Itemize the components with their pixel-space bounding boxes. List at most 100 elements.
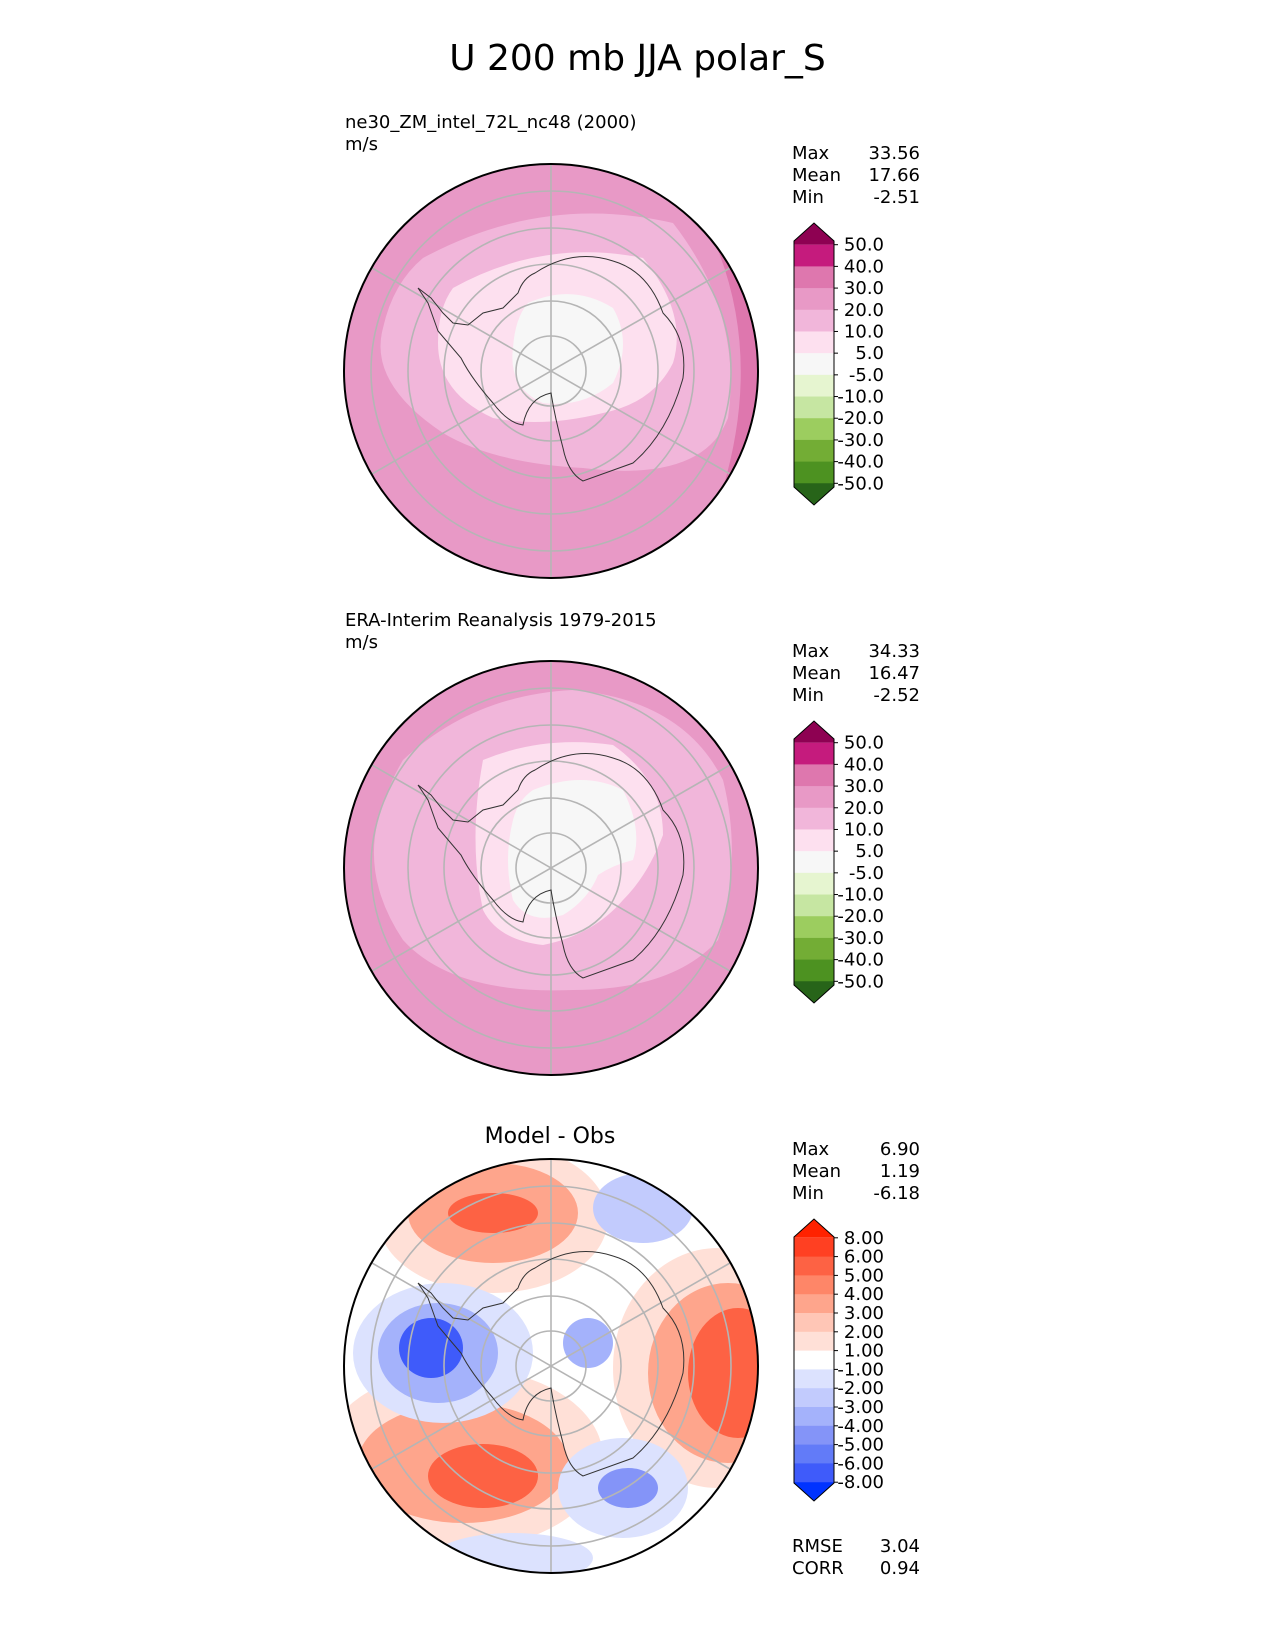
panel3-max-value: 6.90 bbox=[879, 1139, 920, 1160]
panel2-colorbar-tick-label: -30.0 bbox=[837, 928, 884, 949]
panel3-colorbar-segment bbox=[794, 1313, 834, 1333]
panel1-colorbar-segment bbox=[794, 353, 834, 376]
panel3-anom-pos-lower-left-core bbox=[428, 1444, 538, 1508]
panel2-units: m/s bbox=[345, 632, 378, 653]
panel1-colorbar-segment bbox=[794, 266, 834, 289]
panel3-colorbar-tick-label: 6.00 bbox=[844, 1247, 884, 1268]
panel1-colorbar-segment bbox=[794, 374, 834, 398]
panel2-colorbar: 50.040.030.020.010.05.0-5.0-10.0-20.0-30… bbox=[793, 720, 884, 1004]
panel3-rmse-label: RMSE bbox=[792, 1536, 843, 1557]
panel1-map bbox=[343, 163, 759, 579]
panel3-colorbar-segment bbox=[794, 1237, 834, 1258]
panel3-colorbar-segment bbox=[794, 1256, 834, 1276]
panel3-min-label: Min bbox=[792, 1183, 824, 1204]
panel1-colorbar-tick-label: -30.0 bbox=[837, 430, 884, 451]
panel3-rmse-value: 3.04 bbox=[879, 1536, 920, 1557]
panel3-colorbar-segment bbox=[794, 1388, 834, 1408]
panel1-colorbar-segment bbox=[794, 461, 834, 484]
panel3-anom-neg-center bbox=[563, 1318, 613, 1368]
panel2-antarctica-coastline bbox=[417, 753, 685, 979]
panel3-anom-neg-lower-right-core bbox=[598, 1468, 658, 1508]
panel2-colorbar-segment bbox=[794, 742, 834, 765]
panel3-colorbar-tick-label: -2.00 bbox=[837, 1378, 884, 1399]
panel3-anom-pos-right-core bbox=[688, 1308, 758, 1438]
panel3-colorbar-segment bbox=[794, 1407, 834, 1427]
panel2-field-minus5-5 bbox=[508, 780, 637, 918]
panel3-colorbar-outline bbox=[793, 1218, 835, 1502]
panel2-colorbar-segment bbox=[794, 786, 834, 809]
panel2-colorbar-segment bbox=[794, 894, 834, 917]
panel1-colorbar-segment bbox=[794, 223, 834, 245]
panel1-title: ne30_ZM_intel_72L_nc48 (2000) m/s bbox=[345, 112, 637, 156]
panel3-colorbar-tick-label: -4.00 bbox=[837, 1416, 884, 1437]
panel2-colorbar-outline bbox=[793, 720, 835, 1004]
panel1-mean-value: 17.66 bbox=[868, 165, 920, 186]
panel3-colorbar-tick-label: -6.00 bbox=[837, 1453, 884, 1474]
panel3-min-value: -6.18 bbox=[873, 1183, 920, 1204]
panel1-colorbar-segment bbox=[794, 483, 834, 505]
panel3-colorbar-segment bbox=[794, 1275, 834, 1295]
panel3-title: Model - Obs bbox=[484, 1124, 616, 1149]
panel1-colorbar-segment bbox=[794, 418, 834, 441]
panel3-colorbar-tick-label: 4.00 bbox=[844, 1284, 884, 1305]
panel1-stats: Max 33.56 Mean 17.66 Min -2.51 bbox=[792, 143, 920, 209]
panel3-colorbar-tick-label: 2.00 bbox=[844, 1322, 884, 1343]
panel3-colorbar-segment bbox=[794, 1350, 834, 1370]
panel3-stats: Max 6.90 Mean 1.19 Min -6.18 bbox=[792, 1139, 920, 1205]
panel1-colorbar-segment bbox=[794, 439, 834, 463]
panel2-name: ERA-Interim Reanalysis 1979-2015 bbox=[345, 610, 657, 631]
panel3-colorbar-segment bbox=[794, 1294, 834, 1314]
panel2-colorbar-segment bbox=[794, 872, 834, 896]
panel3-colorbar-tick-label: -5.00 bbox=[837, 1435, 884, 1456]
panel2-colorbar-tick-label: -50.0 bbox=[837, 971, 884, 992]
panel1-field-minus5-5 bbox=[512, 294, 623, 404]
panel3-colorbar-segment bbox=[794, 1463, 834, 1483]
panel3-metrics: RMSE 3.04 CORR 0.94 bbox=[792, 1536, 920, 1580]
panel1-colorbar-segment bbox=[794, 288, 834, 311]
panel2-stats: Max 34.33 Mean 16.47 Min -2.52 bbox=[792, 641, 920, 707]
panel2-colorbar-segment bbox=[794, 851, 834, 874]
panel2-colorbar-tick-label: -10.0 bbox=[837, 885, 884, 906]
panel2-colorbar-ticks: 50.040.030.020.010.05.0-5.0-10.0-20.0-30… bbox=[834, 733, 884, 992]
panel2-max-label: Max bbox=[792, 641, 830, 662]
panel2-colorbar-tick-label: 40.0 bbox=[844, 754, 884, 775]
panel1-min-value: -2.51 bbox=[873, 187, 920, 208]
panel2-colorbar-segment bbox=[794, 807, 834, 830]
panel3-colorbar-tick-label: -3.00 bbox=[837, 1397, 884, 1418]
panel2-colorbar-tick-label: 10.0 bbox=[844, 819, 884, 840]
panel3-antarctica-coastline bbox=[417, 1251, 685, 1477]
panel2-colorbar-tick-label: 30.0 bbox=[844, 776, 884, 797]
panel3-anom-pos-upper-left-core bbox=[448, 1193, 538, 1233]
panel2-map bbox=[343, 660, 759, 1076]
panel2-max-value: 34.33 bbox=[868, 641, 920, 662]
panel1-name: ne30_ZM_intel_72L_nc48 (2000) bbox=[345, 112, 637, 133]
panel1-colorbar-segment bbox=[794, 309, 834, 332]
panel3-colorbar-segment bbox=[794, 1444, 834, 1464]
panel2-colorbar-segment bbox=[794, 764, 834, 787]
panel2-colorbar-tick-label: 50.0 bbox=[844, 733, 884, 754]
panel1-colorbar-tick-label: 10.0 bbox=[844, 321, 884, 342]
panel3-colorbar-segments bbox=[794, 1219, 834, 1501]
panel3-colorbar-segment bbox=[794, 1369, 834, 1389]
panel1-colorbar-segment bbox=[794, 396, 834, 419]
panel3-colorbar-tick-label: 5.00 bbox=[844, 1265, 884, 1286]
panel2-colorbar-segment bbox=[794, 829, 834, 852]
panel2-min-label: Min bbox=[792, 685, 824, 706]
panel1-antarctica-coastline bbox=[417, 256, 685, 482]
panel3-mean-value: 1.19 bbox=[879, 1161, 920, 1182]
panel3-colorbar-tick-label: 8.00 bbox=[844, 1228, 884, 1249]
panel1-colorbar-tick-label: -50.0 bbox=[837, 473, 884, 494]
panel2-mean-label: Mean bbox=[792, 663, 842, 684]
panel3-corr-value: 0.94 bbox=[879, 1558, 920, 1579]
panel3-corr-label: CORR bbox=[792, 1558, 844, 1579]
panel3-colorbar-tick-label: 1.00 bbox=[844, 1341, 884, 1362]
panel2-colorbar-segments bbox=[794, 721, 834, 1003]
panel3-anom-neg-upper-right bbox=[593, 1173, 693, 1243]
panel1-colorbar-outline bbox=[793, 222, 835, 506]
panel2-colorbar-tick-label: -20.0 bbox=[837, 906, 884, 927]
panel2-colorbar-segment bbox=[794, 937, 834, 961]
panel3-max-label: Max bbox=[792, 1139, 830, 1160]
panel2-colorbar-tick-label: 20.0 bbox=[844, 798, 884, 819]
panel2-title: ERA-Interim Reanalysis 1979-2015 m/s bbox=[345, 610, 657, 654]
panel2-colorbar-tick-label: 5.0 bbox=[855, 841, 884, 862]
